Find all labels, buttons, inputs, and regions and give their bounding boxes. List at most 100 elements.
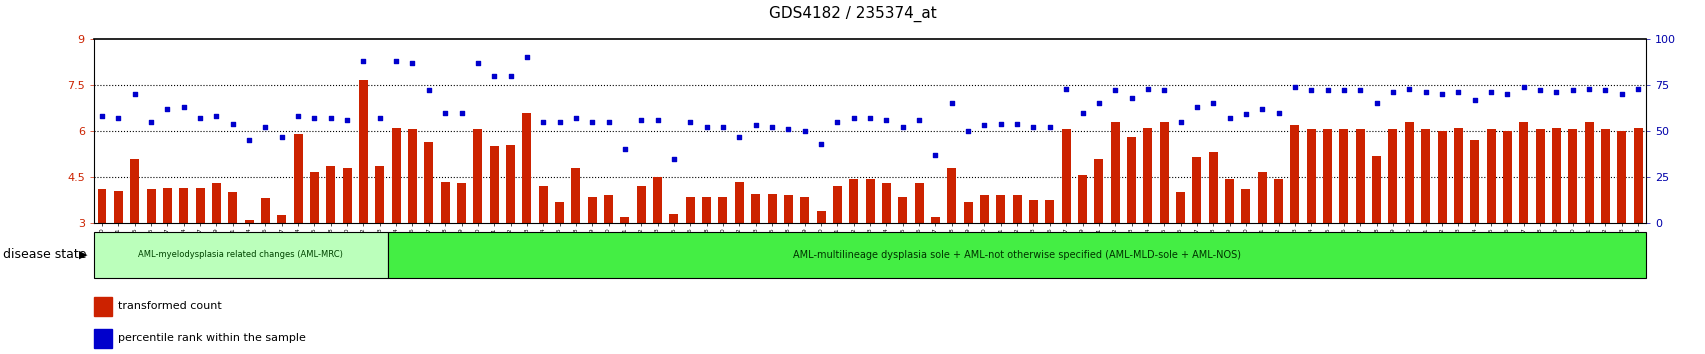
Point [856, 115, 883, 121]
Point [921, 152, 948, 158]
Bar [767, 194, 776, 223]
Bar [1338, 130, 1347, 223]
Point [1166, 119, 1193, 125]
Point [1003, 121, 1030, 126]
Bar [702, 197, 711, 223]
Bar [979, 195, 989, 223]
Bar [1534, 130, 1543, 223]
Point [791, 128, 818, 134]
Point [888, 125, 916, 130]
Bar [621, 217, 629, 223]
Point [578, 119, 605, 125]
Bar [407, 130, 416, 223]
Bar [179, 188, 188, 223]
Bar [261, 199, 269, 223]
Point [399, 60, 426, 66]
Bar [653, 177, 662, 223]
Bar [817, 211, 825, 223]
Point [709, 125, 737, 130]
Bar [718, 197, 726, 223]
Bar [864, 178, 875, 223]
Point [1623, 86, 1650, 91]
Bar [228, 192, 237, 223]
Bar [244, 220, 254, 223]
Point [660, 156, 687, 161]
FancyBboxPatch shape [94, 232, 387, 278]
Bar [996, 195, 1004, 223]
Point [300, 115, 327, 121]
Bar [1470, 140, 1478, 223]
Point [332, 117, 360, 123]
Point [414, 88, 442, 93]
Bar [636, 186, 646, 223]
Point [1313, 88, 1340, 93]
Text: AML-multilineage dysplasia sole + AML-not otherwise specified (AML-MLD-sole + AM: AML-multilineage dysplasia sole + AML-no… [793, 250, 1241, 260]
Point [496, 73, 523, 79]
Point [953, 128, 980, 134]
Bar [1584, 122, 1592, 223]
Point [1199, 101, 1226, 106]
Bar [1224, 178, 1233, 223]
Point [1035, 125, 1062, 130]
Point [1345, 88, 1373, 93]
Bar [472, 130, 483, 223]
Bar [130, 159, 140, 223]
Bar [1306, 130, 1315, 223]
Point [138, 119, 165, 125]
Point [1183, 104, 1211, 110]
Text: percentile rank within the sample: percentile rank within the sample [118, 333, 305, 343]
Point [987, 121, 1014, 126]
Point [121, 91, 148, 97]
Bar [1388, 130, 1396, 223]
Bar [963, 201, 972, 223]
Point [317, 115, 344, 121]
Bar [1453, 128, 1461, 223]
FancyBboxPatch shape [387, 232, 1645, 278]
Bar [1093, 159, 1103, 223]
Bar [1502, 131, 1511, 223]
Text: disease state: disease state [3, 249, 87, 261]
Point [725, 134, 752, 139]
Bar [1159, 122, 1168, 223]
Point [1477, 90, 1504, 95]
Point [643, 117, 670, 123]
Point [367, 115, 394, 121]
Point [481, 73, 508, 79]
Point [759, 125, 786, 130]
Point [1574, 86, 1601, 91]
Bar [1633, 128, 1642, 223]
Bar [1110, 122, 1118, 223]
Point [1509, 84, 1536, 90]
Point [692, 125, 720, 130]
Point [938, 101, 965, 106]
Bar [1552, 128, 1560, 223]
Bar [457, 183, 465, 223]
Bar [914, 183, 922, 223]
Bar [1045, 200, 1054, 223]
Point [774, 126, 801, 132]
Point [806, 141, 834, 147]
Bar [588, 197, 597, 223]
Bar [293, 134, 302, 223]
Bar [343, 168, 351, 223]
Point [529, 119, 556, 125]
Point [252, 125, 280, 130]
Point [610, 147, 638, 152]
Bar [1355, 130, 1364, 223]
Bar [931, 217, 939, 223]
Bar [196, 188, 205, 223]
Bar [1127, 137, 1136, 223]
Point [742, 122, 769, 128]
Bar [735, 182, 743, 223]
Point [1052, 86, 1079, 91]
Bar [881, 183, 890, 223]
Point [350, 58, 377, 64]
Point [1541, 90, 1569, 95]
Point [203, 113, 230, 119]
Bar [425, 142, 433, 223]
Bar [1599, 130, 1610, 223]
Bar [1013, 195, 1021, 223]
Bar [522, 113, 530, 223]
Bar [1175, 192, 1185, 223]
Point [1248, 106, 1275, 112]
